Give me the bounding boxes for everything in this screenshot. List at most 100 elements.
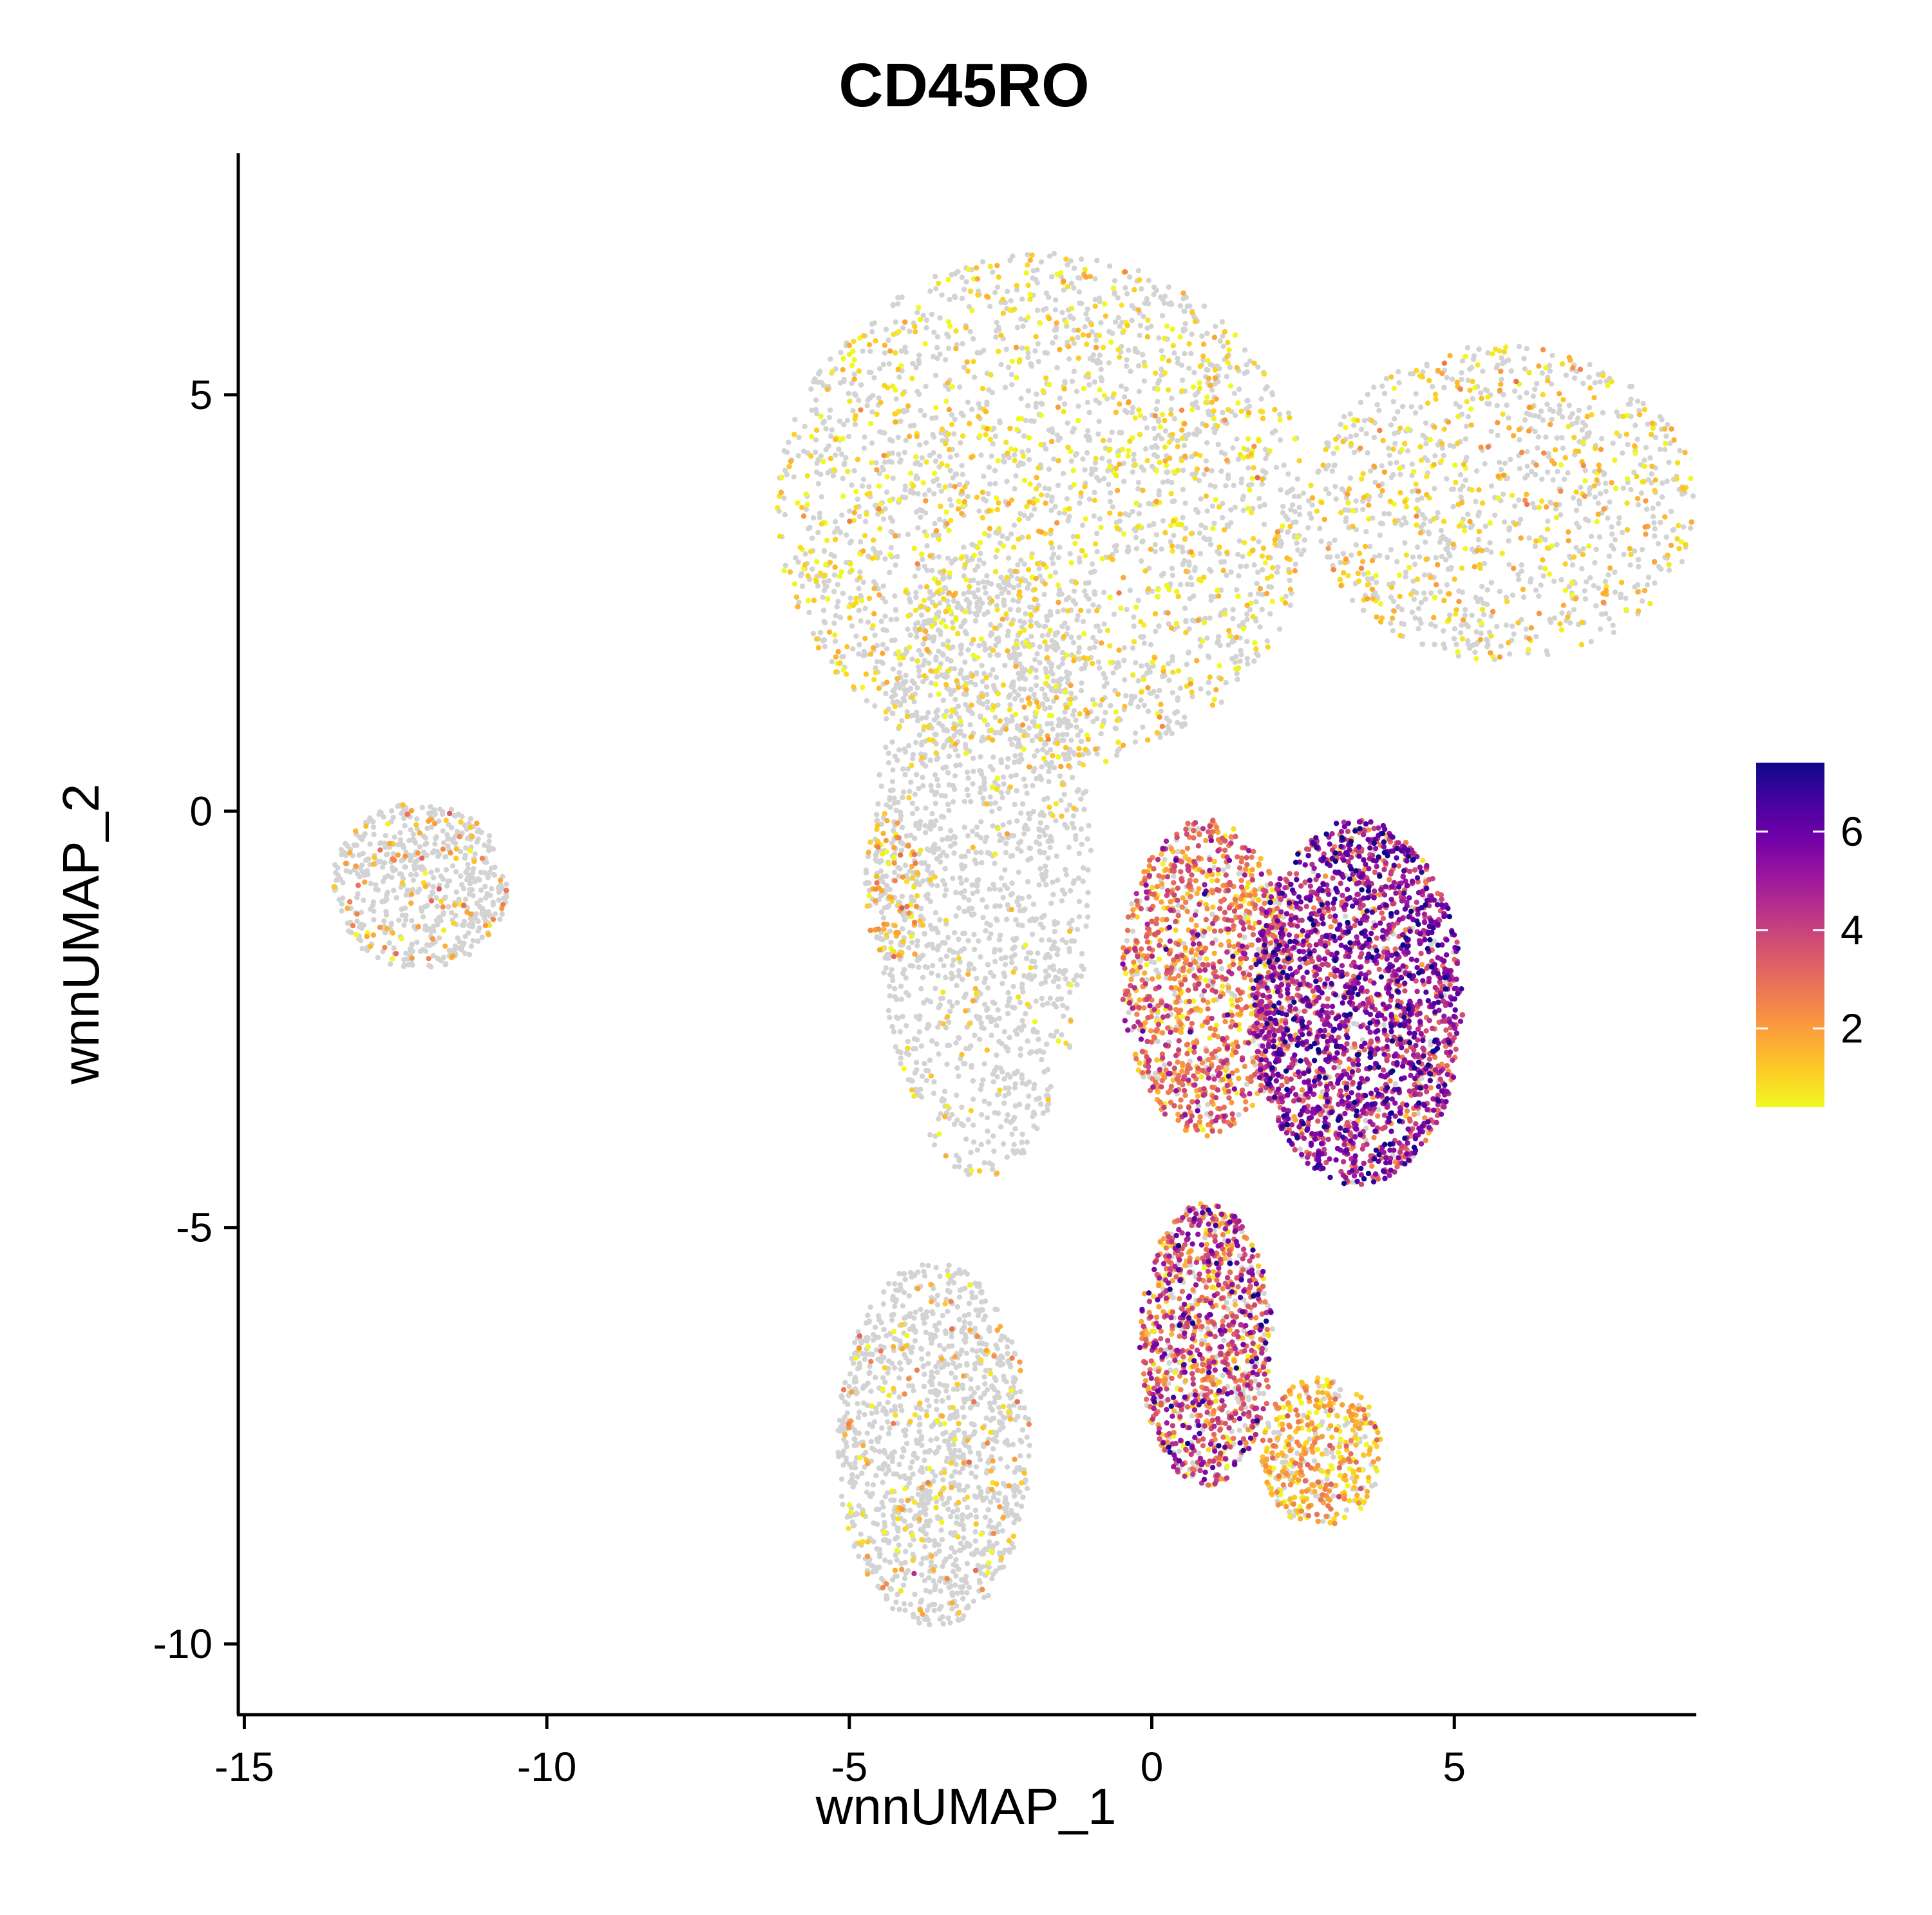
cell-point	[1036, 882, 1042, 888]
cell-point	[1005, 1048, 1011, 1054]
cell-point	[1036, 566, 1042, 572]
cell-point	[898, 996, 904, 1002]
cell-point	[996, 652, 1001, 658]
cell-point	[1423, 596, 1428, 602]
cell-point	[951, 733, 957, 739]
cell-point	[985, 1129, 990, 1134]
cell-point	[1076, 645, 1083, 651]
cell-point	[1124, 938, 1130, 944]
cell-point	[1028, 687, 1034, 692]
cell-point	[989, 390, 996, 395]
cell-point	[1605, 572, 1611, 578]
cell-point	[1232, 504, 1238, 510]
cell-point	[1025, 403, 1031, 409]
cell-point	[1480, 368, 1486, 374]
cell-point	[938, 793, 945, 799]
cell-point	[1152, 542, 1159, 548]
cell-point	[918, 1306, 923, 1313]
cell-point	[802, 551, 808, 557]
cell-point	[1025, 1103, 1031, 1109]
cell-point	[978, 550, 983, 557]
cell-point	[918, 584, 923, 590]
cell-point	[1424, 363, 1430, 368]
cell-point	[1433, 555, 1439, 560]
cell-point	[1160, 296, 1166, 303]
cell-point	[1548, 499, 1553, 505]
cell-point	[1025, 826, 1031, 832]
cell-point	[996, 1038, 1002, 1045]
cell-point	[1051, 645, 1057, 651]
cell-point	[1021, 1023, 1027, 1029]
cell-point	[916, 442, 923, 448]
cell-point	[924, 567, 930, 573]
cell-point	[1162, 672, 1168, 679]
cell-point	[1186, 365, 1192, 371]
cell-point	[887, 993, 893, 999]
cell-point	[1057, 395, 1063, 401]
cell-point	[1066, 946, 1072, 952]
cell-point	[1044, 350, 1050, 356]
cell-point	[1051, 765, 1057, 771]
cell-point	[1554, 435, 1560, 441]
cell-point	[1192, 392, 1198, 398]
cell-point	[1113, 548, 1119, 554]
cell-point	[900, 794, 905, 801]
cell-point	[1419, 642, 1425, 647]
cell-point	[922, 1060, 927, 1067]
cell-point	[1555, 468, 1560, 475]
cell-point	[1607, 499, 1613, 505]
cell-point	[1208, 542, 1214, 548]
cell-point	[1003, 850, 1009, 855]
cell-point	[1285, 410, 1292, 416]
cell-point	[993, 334, 999, 340]
cell-point	[882, 459, 888, 465]
cell-point	[1037, 820, 1044, 826]
cell-point	[875, 801, 881, 807]
cell-point	[1046, 937, 1052, 943]
cell-point	[933, 732, 939, 738]
cell-point	[863, 652, 869, 658]
cell-point	[1052, 632, 1058, 638]
cell-point	[1115, 314, 1121, 321]
cell-point	[1196, 1450, 1202, 1456]
cell-point	[1413, 391, 1419, 397]
cell-point	[992, 1000, 998, 1007]
cell-point	[1392, 441, 1398, 446]
cell-point	[1551, 578, 1557, 584]
cell-point	[991, 1148, 997, 1154]
cell-point	[1142, 300, 1148, 306]
cell-point	[1659, 480, 1665, 486]
cell-point	[960, 1061, 967, 1067]
cell-point	[927, 692, 933, 698]
cell-point	[1060, 470, 1066, 477]
cell-point	[943, 764, 949, 770]
cell-point	[948, 713, 954, 719]
cell-point	[964, 786, 970, 792]
cell-point	[936, 943, 942, 949]
cell-point	[1166, 1360, 1172, 1366]
cell-point	[946, 1042, 952, 1049]
cell-point	[837, 418, 843, 424]
cell-point	[1052, 939, 1057, 945]
cell-point	[935, 627, 942, 633]
cell-point	[1268, 584, 1274, 590]
cell-point	[1037, 1101, 1044, 1107]
cell-point	[941, 575, 947, 581]
cell-point	[868, 369, 874, 376]
cell-point	[1690, 493, 1696, 499]
cell-point	[878, 909, 885, 915]
cell-point	[844, 1410, 851, 1416]
cell-point	[1340, 551, 1346, 557]
cell-point	[921, 1384, 927, 1389]
cell-point	[1012, 753, 1018, 759]
cell-point	[978, 1112, 985, 1118]
cell-point	[1323, 486, 1329, 492]
cell-point	[985, 699, 990, 705]
cell-point	[1267, 611, 1273, 617]
cell-point	[952, 1582, 958, 1588]
cell-point	[1036, 1036, 1041, 1042]
cell-point	[940, 697, 947, 703]
cell-point	[907, 1542, 913, 1548]
cell-point	[1569, 562, 1576, 568]
